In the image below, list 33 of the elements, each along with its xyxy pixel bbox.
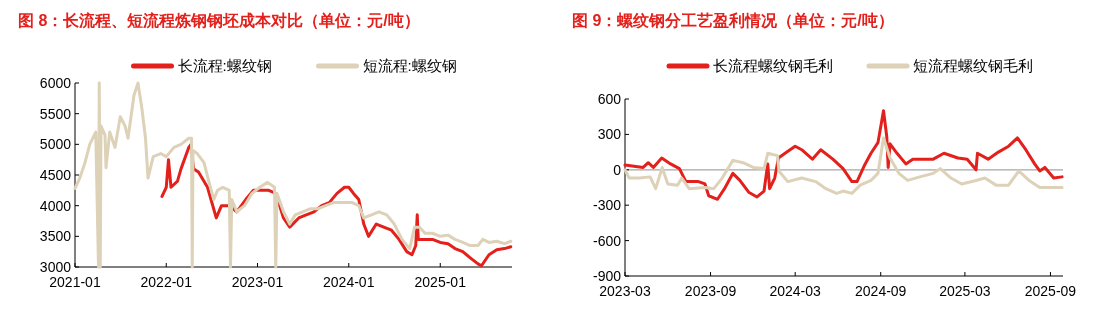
x-tick-label: 2024-03 xyxy=(769,283,822,299)
x-tick-label: 2023-09 xyxy=(684,283,737,299)
x-tick-label: 2025-03 xyxy=(939,283,991,299)
y-tick-label: 5000 xyxy=(39,136,72,153)
y-tick-label: 4500 xyxy=(39,167,72,183)
legend-label: 长流程:螺纹钢 xyxy=(177,57,272,74)
x-tick-label: 2025-01 xyxy=(414,274,467,290)
y-tick-label: 5500 xyxy=(39,105,72,122)
x-tick-label: 2024-01 xyxy=(323,274,375,290)
chart-title: 图 9：螺纹钢分工艺盈利情况（单位：元/吨） xyxy=(572,12,894,30)
y-tick-label: -900 xyxy=(592,268,622,284)
y-tick-label: -600 xyxy=(592,232,622,249)
y-tick-label: 600 xyxy=(597,91,622,107)
legend-label: 短流程螺纹钢毛利 xyxy=(913,57,1033,74)
x-tick-label: 2023-01 xyxy=(231,274,284,290)
x-tick-label: 2024-09 xyxy=(855,283,907,299)
y-tick-label: 3000 xyxy=(39,259,72,275)
legend-label: 短流程:螺纹钢 xyxy=(362,57,457,74)
y-tick-label: 300 xyxy=(597,126,622,143)
x-tick-label: 2023-03 xyxy=(599,283,651,299)
line-series xyxy=(623,109,1064,201)
x-tick-label: 2021-01 xyxy=(49,274,101,290)
x-tick-label: 2025-09 xyxy=(1024,283,1077,299)
y-tick-label: 4000 xyxy=(39,197,72,214)
line-series xyxy=(73,81,513,269)
chart-title: 图 8：长流程、短流程炼钢钢坯成本对比（单位：元/吨） xyxy=(18,11,420,30)
y-tick-label: 6000 xyxy=(39,75,72,91)
legend-label: 长流程螺纹钢毛利 xyxy=(713,57,833,74)
line-series xyxy=(623,136,1064,195)
y-tick-label: -300 xyxy=(592,197,622,214)
y-tick-label: 0 xyxy=(613,161,622,178)
y-tick-label: 3500 xyxy=(39,228,72,245)
x-tick-label: 2022-01 xyxy=(140,274,193,290)
